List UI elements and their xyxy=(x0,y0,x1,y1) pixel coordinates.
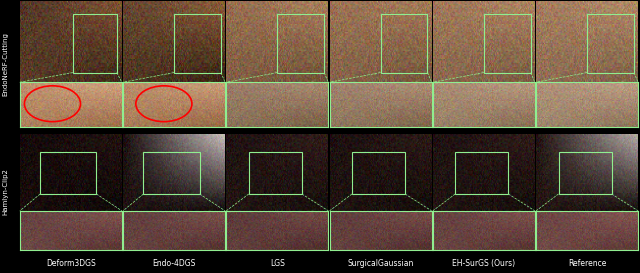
Bar xyxy=(587,14,634,73)
Bar xyxy=(352,152,405,194)
Text: Hamlyn-Clip2: Hamlyn-Clip2 xyxy=(2,169,8,215)
Bar xyxy=(174,14,221,73)
Bar xyxy=(40,152,97,194)
Text: SurgicalGaussian: SurgicalGaussian xyxy=(348,259,414,268)
Bar xyxy=(381,14,428,73)
Bar xyxy=(484,14,531,73)
Text: EndoNeRF-Cutting: EndoNeRF-Cutting xyxy=(2,32,8,96)
Text: Endo-4DGS: Endo-4DGS xyxy=(152,259,196,268)
Text: EH-SurGS (Ours): EH-SurGS (Ours) xyxy=(452,259,515,268)
Bar xyxy=(277,14,324,73)
Bar xyxy=(559,152,612,194)
Text: Reference: Reference xyxy=(568,259,606,268)
Bar xyxy=(249,152,302,194)
Bar xyxy=(143,152,200,194)
Bar xyxy=(455,152,508,194)
Bar xyxy=(73,14,116,73)
Text: LGS: LGS xyxy=(270,259,285,268)
Text: Deform3DGS: Deform3DGS xyxy=(46,259,96,268)
